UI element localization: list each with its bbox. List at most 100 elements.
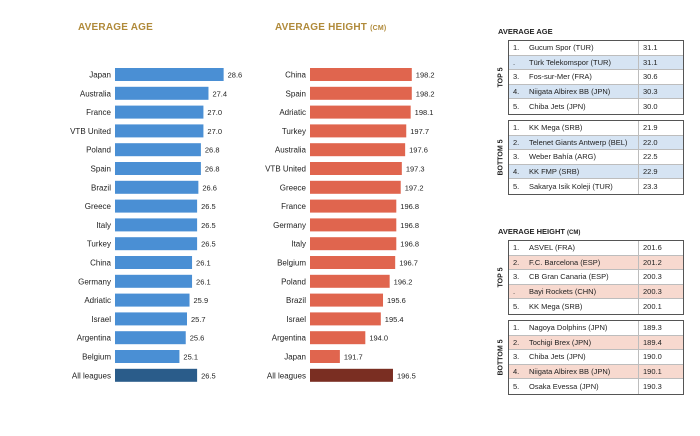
height-group-label-text: BOTTOM 5 (497, 339, 505, 376)
height-team-name: CB Gran Canaria (ESP) (529, 272, 609, 282)
height-table-row: 3. CB Gran Canaria (ESP) 200.3 (509, 270, 683, 285)
height-category-label: Belgium (277, 259, 306, 268)
age-team-name: KK Mega (SRB) (529, 123, 583, 133)
height-team-name: KK Mega (SRB) (529, 302, 583, 312)
height-table-title: AVERAGE HEIGHT (CM) (498, 227, 683, 236)
age-value: 21.9 (638, 120, 683, 135)
age-value: 22.9 (638, 164, 683, 179)
age-chart-title-text: AVERAGE AGE (78, 22, 153, 33)
height-value-label: 197.2 (405, 183, 424, 192)
age-rank: 1. (513, 123, 520, 133)
height-value-label: 197.6 (409, 146, 428, 155)
age-value-label: 25.6 (190, 334, 205, 343)
height-value-label: 195.4 (385, 315, 404, 324)
height-table-row: 1. ASVEL (FRA) 201.6 (509, 241, 683, 256)
age-value: 23.3 (638, 179, 683, 194)
height-value-label: 198.2 (416, 71, 435, 80)
age-category-label: Turkey (87, 240, 111, 249)
age-value-label: 26.8 (205, 146, 220, 155)
age-rank: 1. (513, 43, 520, 53)
height-value-label: 196.2 (394, 277, 413, 286)
age-value-label: 28.6 (228, 71, 243, 80)
height-table-title-unit: (CM) (567, 230, 581, 236)
age-bar (115, 68, 224, 81)
height-team-name: Tochigi Brex (JPN) (529, 337, 592, 347)
age-value-label: 26.1 (196, 277, 211, 286)
age-table-row: 4. Niigata Albirex BB (JPN) 30.3 (509, 84, 683, 100)
age-rank: 3. (513, 152, 520, 162)
height-chart-title: AVERAGE HEIGHT (CM) (275, 22, 386, 33)
age-category-label: Adriatic (84, 296, 111, 305)
age-group-label: TOP 5 (495, 41, 507, 114)
height-category-label: Spain (286, 89, 306, 98)
height-group-top5: TOP 5 1. ASVEL (FRA) 201.6 2. F.C. Barcelona … (498, 240, 684, 315)
age-category-label: Brazil (91, 183, 111, 192)
height-bar (310, 105, 411, 119)
height-rank: 1. (513, 323, 520, 333)
age-bar (115, 237, 198, 251)
height-rank: 4. (513, 367, 520, 377)
height-category-label: Adriatic (279, 108, 306, 117)
height-table-row: 3. Chiba Jets (JPN) 190.0 (509, 350, 683, 365)
height-value: 200.3 (638, 270, 683, 284)
age-value-label: 26.6 (202, 183, 217, 192)
age-team-name: Chiba Jets (JPN) (529, 102, 586, 112)
age-value: 22.5 (638, 150, 683, 164)
age-bar (115, 274, 193, 288)
age-table-panel: AVERAGE AGE TOP 5 1. Gucum Spor (TUR) 31.1.… (495, 27, 684, 195)
height-table-row: 2. Tochigi Brex (JPN) 189.4 (509, 335, 683, 351)
height-team-name: Nagoya Dolphins (JPN) (529, 323, 608, 333)
age-chart-title: AVERAGE AGE (78, 22, 153, 33)
height-value-label: 198.2 (416, 89, 435, 98)
height-bar (310, 199, 397, 213)
age-value: 22.0 (638, 135, 683, 150)
height-value: 200.3 (638, 284, 683, 299)
height-value-label: 194.0 (369, 334, 388, 343)
height-table-title-text: AVERAGE HEIGHT (498, 227, 565, 236)
age-table-row: 3. Weber Bahía (ARG) 22.5 (509, 150, 683, 165)
height-value: 201.6 (638, 241, 683, 255)
height-category-label: Brazil (286, 296, 306, 305)
age-value-label: 26.5 (201, 371, 216, 380)
height-rank: 2. (513, 257, 520, 267)
height-team-name: F.C. Barcelona (ESP) (529, 257, 601, 267)
height-bar (310, 68, 412, 81)
age-value-label: 27.4 (212, 89, 227, 98)
height-category-label: All leagues (267, 371, 306, 380)
age-value: 30.3 (638, 84, 683, 99)
height-rank: 1. (513, 243, 520, 253)
age-category-label: Greece (85, 202, 112, 211)
height-chart-title-text: AVERAGE HEIGHT (275, 22, 368, 33)
age-bar (115, 124, 204, 138)
height-bar (310, 312, 381, 326)
height-category-label: Italy (291, 240, 306, 249)
height-bar (310, 143, 406, 157)
age-category-label: Poland (86, 146, 111, 155)
height-rank: 5. (513, 302, 520, 312)
height-value-label: 191.7 (344, 353, 363, 362)
age-category-label: Belgium (82, 353, 111, 362)
height-value-label: 198.1 (415, 108, 434, 117)
age-category-label: All leagues (72, 371, 111, 380)
age-value-label: 26.5 (201, 221, 216, 230)
height-value-label: 196.8 (400, 240, 419, 249)
age-team-name: Sakarya Isik Koleji (TUR) (529, 182, 613, 192)
height-bar (310, 218, 397, 232)
height-bar (310, 350, 340, 363)
height-category-label: Poland (281, 277, 306, 286)
age-category-label: Italy (96, 221, 111, 230)
height-team-name: Osaka Evessa (JPN) (529, 382, 599, 392)
age-rank: 4. (513, 167, 520, 177)
age-value-label: 25.7 (191, 315, 206, 324)
height-category-label: Australia (275, 146, 307, 155)
age-table-row: 4. KK FMP (SRB) 22.9 (509, 164, 683, 180)
height-value-label: 195.6 (387, 296, 406, 305)
height-team-name: Bayi Rockets (CHN) (529, 287, 597, 297)
age-total-bar (115, 368, 198, 382)
height-table-row: 2. F.C. Barcelona (ESP) 201.2 (509, 255, 683, 271)
height-value-label: 196.5 (397, 371, 416, 380)
age-bar (115, 180, 199, 194)
age-rank: 5. (513, 182, 520, 192)
height-team-name: Chiba Jets (JPN) (529, 352, 586, 362)
height-group-label: TOP 5 (495, 241, 507, 314)
